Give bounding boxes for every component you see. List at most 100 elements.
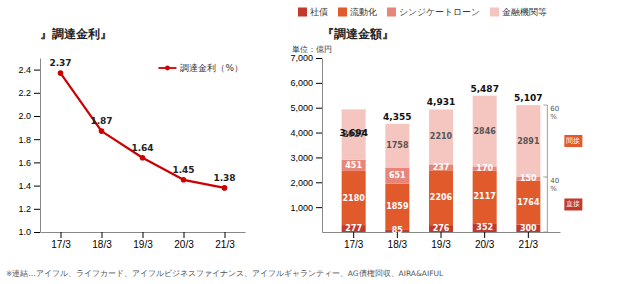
tick: 19/3: [133, 232, 153, 250]
legend-swatch: [387, 8, 396, 17]
marker: [140, 155, 146, 161]
bar: [385, 184, 409, 230]
tick-label: 21/3: [519, 239, 539, 250]
annotation-text: 40: [550, 177, 559, 185]
bracket: [543, 232, 547, 233]
annotation: 60%40%間接直接: [543, 105, 582, 232]
total-label: 3,694: [339, 128, 367, 138]
tick: 1.6: [18, 158, 40, 168]
line: [61, 73, 225, 188]
legend-swatch: [165, 66, 170, 71]
bar: [385, 167, 409, 183]
tick-label: 1.4: [18, 181, 31, 191]
chart: 1.01.21.41.61.82.02.22.417/318/319/320/3…: [0, 0, 618, 284]
annotation-box: [564, 135, 582, 147]
data-label: 1758: [386, 141, 409, 150]
tick-mark: [102, 232, 103, 238]
annotation-box: [564, 198, 582, 210]
data-label: 1859: [386, 202, 409, 211]
x-axis: 17/3 18/3 19/3 20/3 21/3: [41, 232, 246, 250]
bar: [516, 181, 540, 225]
bar: [342, 171, 366, 225]
tick: 1.4: [18, 181, 40, 191]
plot-area: [342, 96, 541, 232]
tick: 2.2: [18, 88, 40, 98]
bar: [429, 109, 453, 164]
tick: 1.0: [18, 227, 40, 237]
tick-label: 17/3: [51, 239, 71, 250]
tick-mark: [484, 232, 485, 238]
tick-mark: [528, 232, 529, 238]
annotation-text: 直接: [566, 200, 580, 208]
tick: 20/3: [475, 232, 495, 250]
tick-mark: [316, 182, 322, 183]
data-label: 276: [433, 224, 450, 233]
tick: 19/3: [431, 232, 451, 250]
tick-mark: [184, 232, 185, 238]
tick-mark: [316, 207, 322, 208]
data-label: 237: [433, 163, 450, 172]
y-axis: 1.01.21.41.61.82.02.22.4: [18, 59, 40, 238]
axis-line: [322, 59, 323, 233]
tick-label: 19/3: [133, 239, 153, 250]
total-label: 5,107: [514, 93, 542, 103]
marker: [181, 177, 187, 183]
data-label: 2210: [430, 132, 453, 141]
bar: [385, 124, 409, 168]
tick-label: 2.2: [18, 88, 31, 98]
tick-label: 7,000: [290, 53, 313, 63]
legend-label: 調達金利（%）: [180, 63, 243, 73]
tick-mark: [316, 58, 322, 59]
annotation-text: %: [550, 185, 557, 193]
marker: [222, 185, 228, 191]
data-label: 2846: [474, 127, 497, 136]
tick-label: 2.4: [18, 65, 31, 75]
tick-mark: [143, 232, 144, 238]
tick-label: 1,000: [290, 203, 313, 213]
data-label: 170: [476, 164, 493, 173]
total-label: 4,931: [427, 97, 455, 107]
tick-mark: [316, 83, 322, 84]
tick-mark: [34, 162, 40, 163]
tick: 1,000: [290, 203, 322, 213]
tick: 2.4: [18, 65, 40, 75]
labels: 2778527635230021801859220621171764451651…: [339, 84, 542, 236]
bar: [429, 170, 453, 225]
tick: 6,000: [290, 78, 322, 88]
bar: [473, 223, 497, 232]
bar: [516, 105, 540, 177]
legend-label: 金融機関等: [502, 7, 547, 17]
tick-label: 20/3: [174, 239, 194, 250]
data-label: 1.45: [172, 165, 194, 175]
tick: 18/3: [92, 232, 112, 250]
tick-label: 21/3: [215, 239, 235, 250]
tick-mark: [316, 108, 322, 109]
x-axis: 17/3 18/3 19/3 20/3 21/3: [323, 232, 561, 250]
tick-mark: [316, 133, 322, 134]
total-label: 5,487: [470, 84, 498, 94]
tick-mark: [34, 116, 40, 117]
tick-label: 5,000: [290, 103, 313, 113]
data-label: 2.37: [49, 58, 71, 68]
legend-label: シンジケートローン: [399, 7, 480, 17]
data-label: 1.38: [213, 173, 235, 183]
tick-label: 6,000: [290, 78, 313, 88]
tick-mark: [34, 209, 40, 210]
data-label: 150: [520, 174, 537, 183]
tick-mark: [34, 139, 40, 140]
plot-area: [58, 70, 228, 190]
tick-label: 1.0: [18, 227, 31, 237]
data-label: 2180: [343, 194, 366, 203]
tick: 17/3: [344, 232, 364, 250]
data-label: 1.87: [90, 116, 112, 126]
tick-mark: [34, 70, 40, 71]
tick: 3,000: [290, 153, 322, 163]
tick: 4,000: [290, 128, 322, 138]
data-label: 1764: [517, 198, 540, 207]
tick-label: 18/3: [388, 239, 408, 250]
tick-label: 20/3: [475, 239, 495, 250]
legend-label: 社債: [310, 7, 328, 17]
data-label: 300: [520, 224, 537, 233]
tick-label: 4,000: [290, 128, 313, 138]
tick: 2.0: [18, 111, 40, 121]
